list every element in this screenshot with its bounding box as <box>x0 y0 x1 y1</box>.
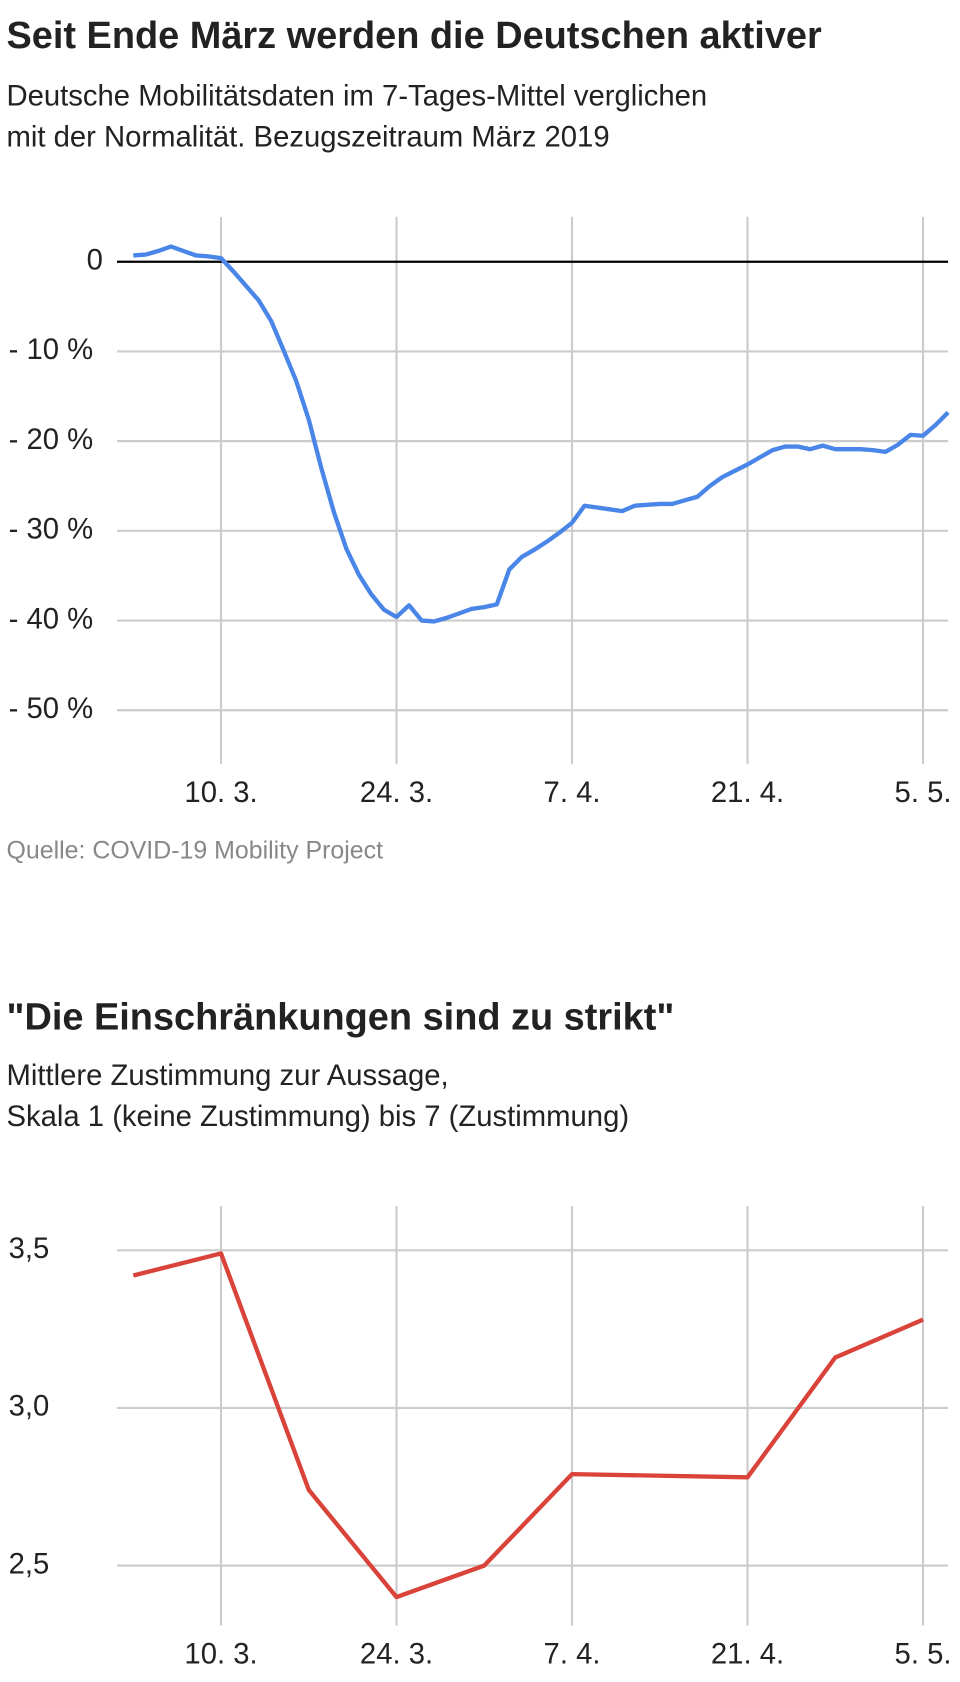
x-tick-label: 10. 3. <box>184 777 257 809</box>
x-tick-label: 24. 3. <box>360 1639 433 1671</box>
y-tick-label: 2,5 <box>9 1548 50 1580</box>
data-line <box>132 1251 924 1600</box>
data-line <box>133 244 950 624</box>
x-tick-label: 5. 5. <box>895 1639 952 1671</box>
y-tick-label: - 40 % <box>9 603 94 635</box>
x-tick-label: 7. 4. <box>544 1639 601 1671</box>
chart-subtitle: Deutsche Mobilitätsdaten im 7-Tages-Mitt… <box>7 80 708 112</box>
y-tick-label: - 20 % <box>9 424 94 456</box>
x-tick-label: 7. 4. <box>544 777 601 809</box>
x-tick-label: 21. 4. <box>711 1639 784 1671</box>
chart-subtitle: mit der Normalität. Bezugszeitraum März … <box>7 121 610 153</box>
y-tick-label: 3,0 <box>9 1391 50 1423</box>
x-tick-label: 21. 4. <box>711 777 784 809</box>
x-tick-label: 24. 3. <box>360 777 433 809</box>
x-tick-label: 10. 3. <box>184 1639 257 1671</box>
y-tick-label: - 50 % <box>9 693 94 725</box>
chart-title: "Die Einschränkungen sind zu strikt" <box>7 997 675 1039</box>
y-tick-label: 3,5 <box>9 1233 50 1265</box>
x-tick-label: 5. 5. <box>895 777 952 809</box>
y-tick-label: 0 <box>87 244 103 276</box>
chart-title: Seit Ende März werden die Deutschen akti… <box>7 15 822 57</box>
y-tick-label: - 10 % <box>9 334 94 366</box>
chart-subtitle: Skala 1 (keine Zustimmung) bis 7 (Zustim… <box>7 1101 630 1133</box>
chart-subtitle: Mittlere Zustimmung zur Aussage, <box>7 1060 449 1092</box>
source: Quelle: COVID-19 Mobility Project <box>7 836 384 864</box>
y-tick-label: - 30 % <box>9 514 94 546</box>
